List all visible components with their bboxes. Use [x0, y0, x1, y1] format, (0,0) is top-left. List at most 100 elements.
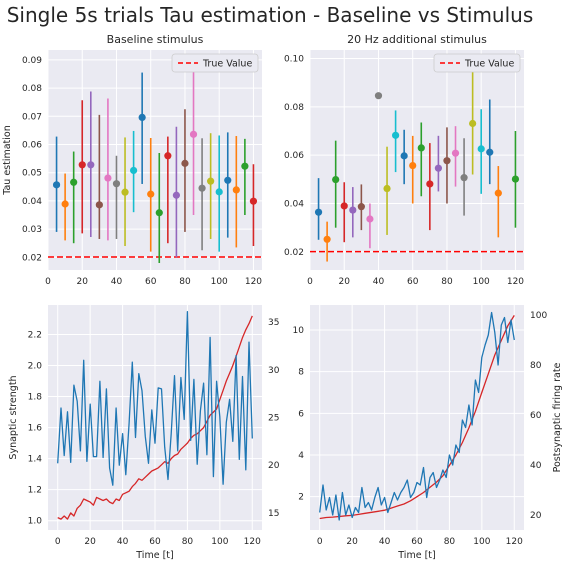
y2-tick-label: 100	[530, 311, 547, 321]
y2-tick-label: 35	[268, 318, 279, 328]
data-point	[332, 175, 340, 184]
y-tick-label: 0.06	[22, 140, 42, 150]
x-tick-label: 20	[77, 277, 89, 287]
x-tick-label: 40	[117, 537, 129, 547]
panel-title: 20 Hz additional stimulus	[347, 33, 487, 46]
figure-suptitle: Single 5s trials Tau estimation - Baseli…	[7, 3, 534, 27]
x-tick-label: 120	[506, 537, 523, 547]
data-point	[224, 176, 232, 184]
y-tick-label: 6	[298, 409, 304, 419]
x-tick-label: 20	[339, 277, 351, 287]
data-point	[70, 178, 78, 186]
data-point	[198, 184, 206, 192]
x-tick-label: 80	[441, 277, 453, 287]
x-tick-label: 40	[373, 277, 385, 287]
y-tick-label: 0.02	[284, 248, 304, 258]
y-tick-label: 0.05	[22, 169, 42, 179]
legend-box	[433, 53, 521, 73]
plot-area	[48, 50, 262, 270]
y-tick-label: 0.04	[284, 200, 304, 210]
data-point	[323, 235, 331, 243]
data-point	[61, 200, 69, 208]
y2-tick-label: 20	[530, 511, 542, 521]
data-point	[460, 174, 468, 182]
data-point	[340, 202, 348, 210]
data-point	[249, 197, 258, 205]
x-tick-label: 0	[45, 277, 51, 287]
y-tick-label: 2.0	[28, 362, 43, 372]
x-tick-label: 80	[444, 537, 456, 547]
data-point	[130, 166, 138, 175]
y2-tick-label: 25	[268, 414, 279, 424]
data-point	[494, 189, 502, 197]
data-point	[138, 113, 146, 122]
x-tick-label: 40	[111, 277, 123, 287]
y-tick-label: 10	[293, 326, 305, 336]
y2-tick-label: 60	[530, 411, 542, 421]
legend-label: True Value	[464, 59, 514, 70]
y-tick-label: 2.2	[28, 330, 42, 340]
data-point	[147, 190, 155, 198]
x-tick-label: 0	[55, 537, 61, 547]
data-point	[189, 130, 198, 138]
y-tick-label: 0.04	[22, 197, 42, 207]
synaptic-strength-line	[57, 315, 253, 520]
data-point	[241, 162, 249, 170]
y-tick-label: 0.08	[284, 103, 304, 113]
data-point	[164, 152, 172, 160]
data-point	[357, 203, 365, 211]
data-point	[477, 145, 485, 153]
data-point	[52, 181, 61, 189]
data-point	[426, 180, 434, 188]
data-point	[181, 159, 189, 167]
data-point	[469, 119, 477, 128]
data-point	[349, 206, 357, 214]
data-point	[434, 164, 442, 172]
x-tick-label: 100	[473, 277, 490, 287]
data-point	[104, 174, 112, 182]
y-tick-label: 1.4	[28, 455, 43, 465]
data-point	[232, 186, 240, 194]
x-axis-label: Time [t]	[135, 550, 173, 561]
y-tick-label: 0.02	[22, 253, 42, 263]
y-tick-label: 4	[298, 451, 304, 461]
data-point	[451, 149, 460, 157]
data-point	[112, 180, 121, 188]
y-tick-label: 0.09	[22, 56, 42, 66]
data-point	[172, 191, 180, 199]
data-point	[374, 92, 383, 100]
y-axis-label: Synaptic strength	[8, 375, 19, 459]
y2-tick-label: 15	[268, 509, 279, 519]
legend-label: True Value	[202, 59, 252, 70]
data-point	[366, 215, 374, 223]
data-point	[87, 161, 95, 169]
x-tick-label: 60	[149, 537, 161, 547]
plot-area	[310, 50, 524, 270]
x-tick-label: 100	[211, 537, 228, 547]
x-tick-label: 0	[307, 277, 313, 287]
panel-title: Baseline stimulus	[107, 33, 204, 46]
y-tick-label: 1.6	[28, 424, 43, 434]
y-tick-label: 0.08	[22, 84, 42, 94]
y-axis-label: Tau estimation	[2, 125, 13, 196]
x-tick-label: 20	[84, 537, 96, 547]
data-point	[400, 152, 408, 160]
data-point	[417, 144, 425, 152]
x-tick-label: 120	[507, 277, 524, 287]
y-tick-label: 2	[298, 493, 304, 503]
firing-rate-line	[57, 311, 253, 486]
y2-tick-label: 20	[268, 461, 280, 471]
x-tick-label: 40	[379, 537, 391, 547]
y2-tick-label: 40	[530, 461, 542, 471]
x-tick-label: 60	[407, 277, 419, 287]
x-tick-label: 100	[211, 277, 228, 287]
x-tick-label: 20	[346, 537, 358, 547]
x-tick-label: 80	[182, 537, 194, 547]
x-tick-label: 80	[179, 277, 191, 287]
x-tick-label: 0	[317, 537, 323, 547]
x-tick-label: 100	[473, 537, 490, 547]
y-tick-label: 1.0	[28, 517, 43, 527]
data-point	[78, 161, 86, 169]
data-point	[95, 201, 103, 209]
